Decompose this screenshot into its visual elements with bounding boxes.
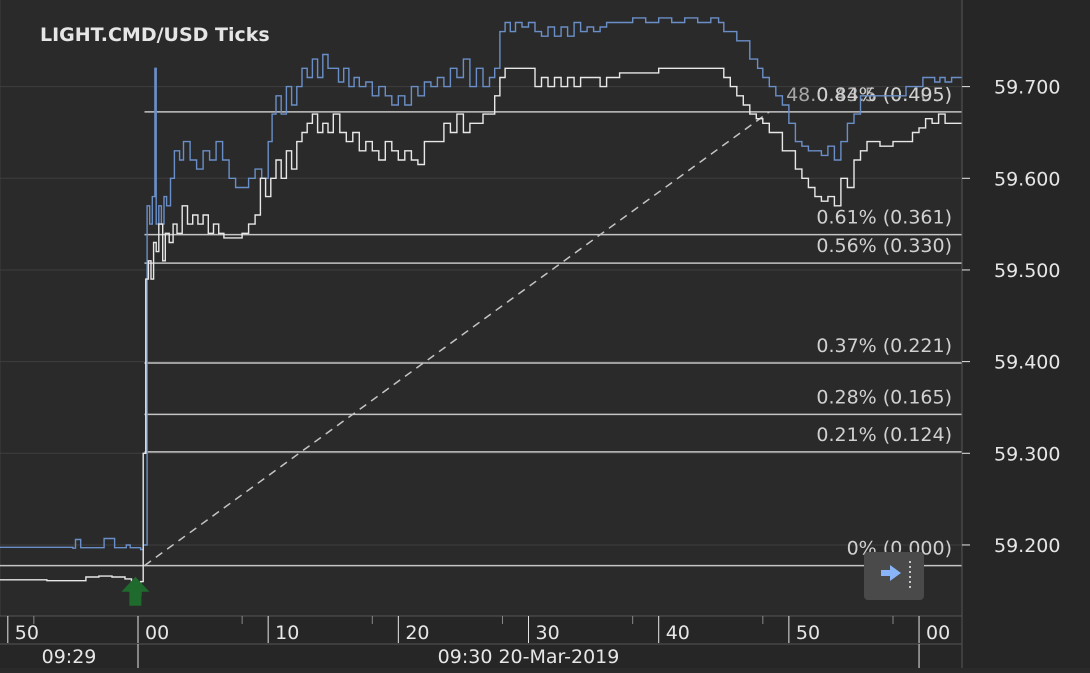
fib-level-label: 0.21% (0.124) [816,424,952,446]
fib-level-label: 0.84% (0.495) [816,84,952,106]
y-axis-panel [962,0,1090,668]
x-tick-label: 20 [405,622,429,644]
plot-area [0,0,962,616]
series-line-ask [0,17,962,551]
price-series [0,17,962,601]
x-axis-panel [0,616,962,668]
scroll-right-icon [881,561,911,589]
fibonacci-levels[interactable]: 0% (0.000)0.21% (0.124)0.28% (0.165)0.37… [0,84,962,567]
buy-arrow-icon [121,576,150,606]
x-tick-label: 10 [275,622,299,644]
x-band-label: 09:30 20-Mar-2019 [438,646,620,668]
x-tick-label: 30 [536,622,560,644]
x-tick-label: 40 [666,622,690,644]
y-tick-label: 59.400 [994,352,1060,374]
x-tick-label: 00 [145,622,169,644]
x-axis: 50 00 10 20 30 40 50 00 09:29 09:30 20-Mar-2019 [0,615,962,668]
scroll-right-button[interactable] [864,552,924,600]
y-tick-label: 59.600 [994,168,1060,190]
fib-trendline [144,111,770,567]
x-tick-label: 50 [15,622,39,644]
chart-title: LIGHT.CMD/USD Ticks [40,24,270,46]
grid [0,0,962,616]
y-axis: 59.200 59.300 59.400 59.500 59.600 59.700 [961,0,1060,668]
trade-marker [121,576,150,606]
x-band-label: 09:29 [42,646,97,668]
y-tick-label: 59.700 [994,77,1060,99]
fib-level-label: 0.28% (0.165) [816,386,952,408]
fib-level-overlap-label: 48.0.43.5 (0.405) [786,84,952,106]
y-tick-label: 59.300 [994,443,1060,465]
fib-level-label: 0.37% (0.221) [816,335,952,357]
y-tick-label: 59.500 [994,260,1060,282]
x-tick-label: 50 [796,622,820,644]
series-line-bid [0,67,962,601]
fib-level-label: 0.56% (0.330) [816,235,952,257]
fib-level-label: 0.61% (0.361) [816,207,952,229]
y-tick-label: 59.200 [994,535,1060,557]
x-tick-label: 00 [926,622,950,644]
